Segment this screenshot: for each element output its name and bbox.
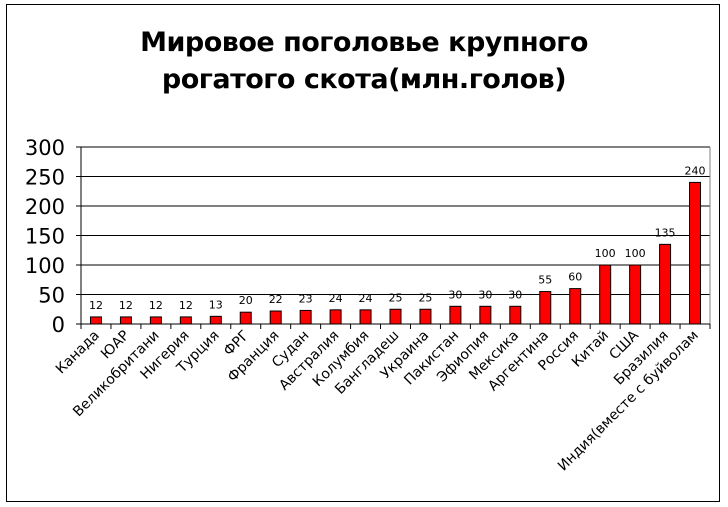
data-label: 25 (418, 291, 432, 304)
y-tick-label: 50 (38, 284, 65, 308)
bar (569, 288, 582, 325)
y-tick-label: 300 (25, 136, 65, 160)
chart-title-line-1: Мировое поголовье крупного (140, 27, 588, 58)
bar (269, 310, 282, 325)
data-label: 23 (299, 292, 313, 305)
bar (689, 181, 702, 325)
data-label: 100 (625, 247, 646, 260)
data-label: 30 (508, 288, 522, 301)
bar (119, 316, 132, 325)
bar (359, 309, 372, 325)
bar (659, 243, 672, 325)
bar (479, 305, 492, 325)
bar (419, 308, 432, 325)
data-label: 22 (269, 293, 283, 306)
data-label: 30 (448, 288, 462, 301)
data-label: 12 (89, 299, 103, 312)
data-label: 13 (209, 298, 223, 311)
data-label: 12 (119, 299, 133, 312)
chart-title: Мировое поголовье крупного рогатого скот… (0, 24, 728, 98)
bar (239, 311, 252, 325)
bar (539, 291, 552, 325)
bar (629, 264, 642, 325)
data-label: 25 (389, 291, 403, 304)
y-tick-label: 200 (25, 195, 65, 219)
data-label: 20 (239, 294, 253, 307)
bar (389, 308, 402, 325)
y-tick-label: 150 (25, 225, 65, 249)
y-tick-label: 250 (25, 166, 65, 190)
data-label: 12 (149, 299, 163, 312)
y-tick-label: 0 (52, 313, 65, 337)
bar (509, 305, 522, 325)
data-label: 55 (538, 274, 552, 287)
data-label: 24 (359, 292, 373, 305)
y-tick-label: 100 (25, 254, 65, 278)
data-label: 100 (595, 247, 616, 260)
bar (329, 309, 342, 325)
bar (599, 264, 612, 325)
bar (149, 316, 162, 325)
data-label: 60 (568, 271, 582, 284)
bar (179, 316, 192, 325)
bar (209, 315, 222, 325)
data-label: 24 (329, 292, 343, 305)
data-label: 135 (655, 226, 676, 239)
chart-title-line-2: рогатого скота(млн.голов) (161, 64, 567, 95)
bar (299, 309, 312, 325)
bar (89, 316, 102, 325)
bar (449, 305, 462, 325)
data-label: 240 (685, 164, 706, 177)
data-label: 12 (179, 299, 193, 312)
chart-frame (6, 4, 720, 502)
data-label: 30 (478, 288, 492, 301)
